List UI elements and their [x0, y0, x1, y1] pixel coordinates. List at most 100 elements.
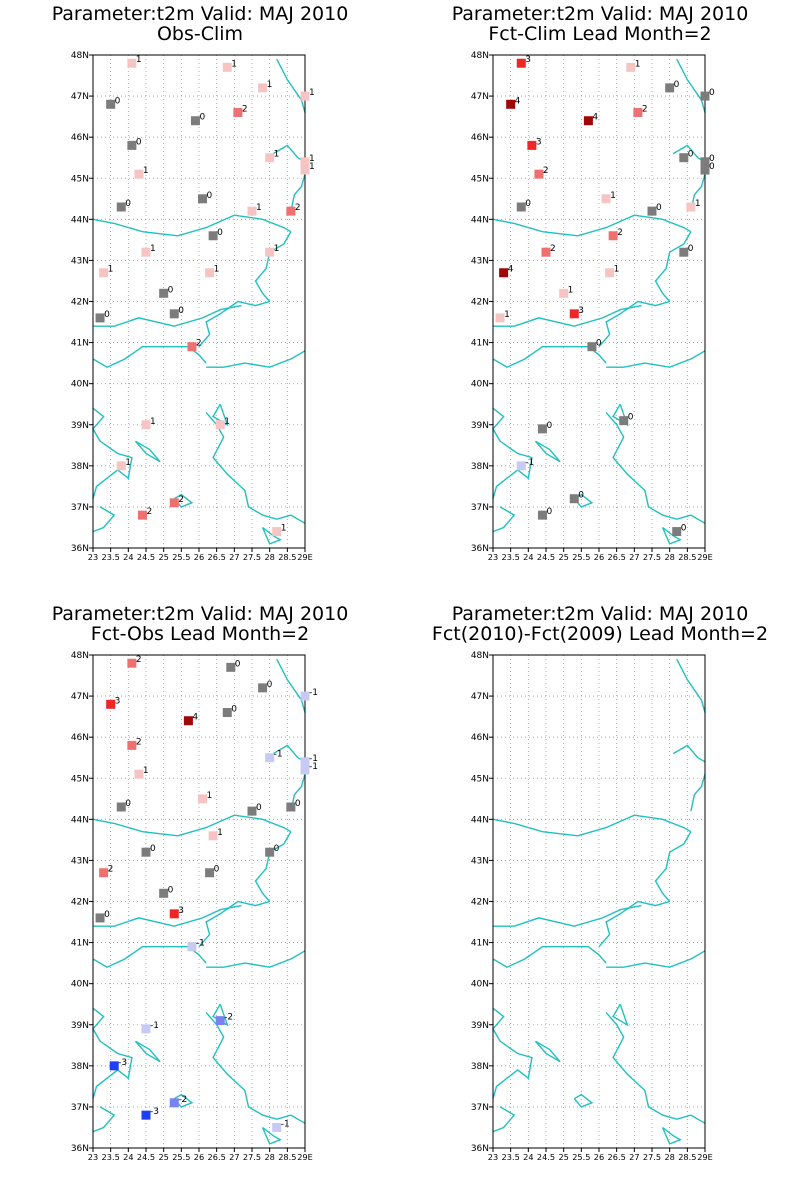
lon-label: 26.5 [608, 1152, 626, 1162]
station-marker [559, 288, 569, 298]
station-marker [169, 309, 179, 319]
station-value: 2 [136, 655, 142, 665]
station-value: 0 [709, 162, 715, 172]
lat-label: 39N [71, 1021, 89, 1031]
lon-label: 25.5 [572, 1152, 590, 1162]
station-marker [134, 169, 144, 179]
station-marker [222, 62, 232, 72]
station-value: 0 [256, 803, 262, 813]
station-marker [700, 91, 710, 101]
lon-label: 27.5 [243, 1152, 261, 1162]
station-value: 0 [207, 191, 213, 201]
station-marker [499, 268, 509, 278]
station-marker [99, 268, 109, 278]
station-marker [116, 202, 126, 212]
lon-label: 26 [194, 552, 204, 562]
station-marker [633, 108, 643, 118]
station-marker [265, 753, 275, 763]
lon-label: 27.5 [243, 552, 261, 562]
lat-label: 41N [71, 939, 89, 949]
lat-label: 40N [471, 980, 489, 990]
station-marker [665, 83, 675, 93]
lat-label: 42N [471, 298, 489, 308]
lat-label: 42N [71, 298, 89, 308]
coastline [92, 946, 207, 968]
station-value: 2 [642, 105, 648, 115]
station-marker [534, 169, 544, 179]
coastline [205, 411, 306, 524]
station-marker [198, 194, 208, 204]
station-value: -1 [150, 1021, 159, 1031]
panel-fct2010-fct2009: Parameter:t2m Valid: MAJ 2010 Fct(2010)-… [400, 600, 800, 1200]
lat-label: 41N [471, 339, 489, 349]
station-marker [587, 342, 597, 352]
station-marker [106, 99, 116, 109]
station-value: 1 [143, 766, 149, 776]
station-marker [116, 461, 126, 471]
station-value: 1 [610, 191, 616, 201]
station-marker [127, 58, 137, 68]
lon-label: 29E [297, 1152, 313, 1162]
station-value: 0 [628, 413, 634, 423]
station-value: 0 [115, 96, 121, 106]
map-svg: 48N47N46N45N44N43N42N41N40N39N38N37N36N2… [471, 651, 713, 1162]
station-value: 0 [168, 885, 174, 895]
lon-label: 27 [629, 1152, 639, 1162]
map-svg: 48N47N46N45N44N43N42N41N40N39N38N37N36N2… [71, 51, 315, 562]
lon-label: 25.5 [172, 552, 190, 562]
lat-label: 38N [71, 462, 89, 472]
station-value: 0 [235, 659, 241, 669]
station-marker [233, 108, 243, 118]
station-marker [541, 247, 551, 257]
station-marker [569, 494, 579, 504]
lon-label: 23 [488, 1152, 498, 1162]
panel-title: Parameter:t2m Valid: MAJ 2010 [451, 3, 749, 25]
station-value: 1 [274, 244, 280, 254]
station-marker [208, 831, 218, 841]
station-marker [141, 1024, 151, 1034]
coastline [598, 900, 670, 948]
station-marker [95, 313, 105, 323]
coastline [690, 773, 706, 812]
station-marker [527, 140, 537, 150]
panel-subtitle: Fct-Clim Lead Month=2 [488, 23, 712, 45]
station-value: 0 [546, 507, 552, 517]
lat-label: 43N [71, 856, 89, 866]
lat-label: 44N [71, 215, 89, 225]
map-svg: 48N47N46N45N44N43N42N41N40N39N38N37N36N2… [71, 651, 318, 1162]
lon-label: 23.5 [502, 552, 520, 562]
station-value: 3 [115, 696, 121, 706]
lon-label: 26 [594, 552, 604, 562]
lat-label: 48N [71, 651, 89, 661]
lat-label: 37N [71, 1103, 89, 1113]
station-marker [247, 806, 257, 816]
station-value: 0 [125, 799, 131, 809]
station-value: -1 [281, 1119, 290, 1129]
station-marker [95, 913, 105, 923]
station-marker [265, 247, 275, 257]
lat-label: 46N [471, 133, 489, 143]
station-value: -3 [118, 1058, 127, 1068]
lon-label: 28.5 [278, 552, 296, 562]
station-marker [127, 140, 137, 150]
coastline [605, 411, 706, 524]
station-value: 0 [674, 80, 680, 90]
station-value: 1 [309, 154, 315, 164]
station-value: 1 [267, 80, 273, 90]
station-value: 2 [108, 865, 114, 875]
coastline [493, 304, 642, 327]
coastline [492, 506, 516, 533]
station-marker [537, 424, 547, 434]
lat-label: 45N [71, 174, 89, 184]
station-value: 4 [592, 113, 598, 123]
station-marker [116, 802, 126, 812]
station-marker [141, 847, 151, 857]
lat-label: 46N [71, 733, 89, 743]
panel-obs-clim: Parameter:t2m Valid: MAJ 2010 Obs-Clim 4… [0, 0, 400, 600]
station-marker [127, 740, 137, 750]
coastline [92, 814, 292, 837]
panel-fct-obs: Parameter:t2m Valid: MAJ 2010 Fct-Obs Le… [0, 600, 400, 1200]
station-marker [679, 153, 689, 163]
station-value: 0 [709, 154, 715, 164]
station-marker [109, 1061, 119, 1071]
